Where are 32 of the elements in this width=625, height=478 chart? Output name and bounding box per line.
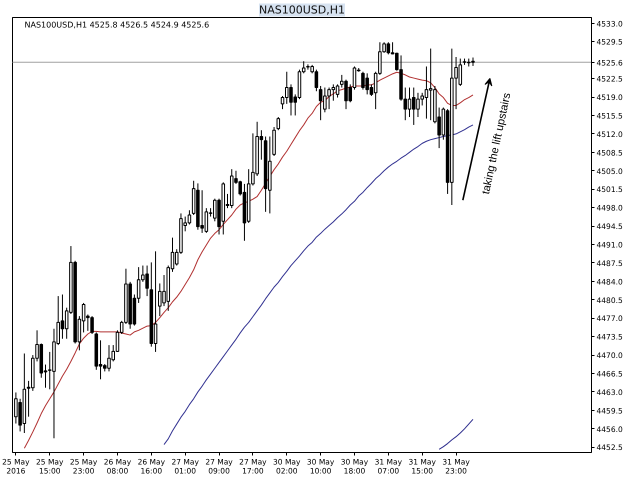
candlestick: [458, 58, 462, 86]
text: taking the lift upstairs: [480, 91, 514, 196]
line-series: [438, 418, 474, 450]
candlestick: [90, 316, 94, 335]
candlestick: [365, 72, 369, 95]
candlestick: [276, 116, 280, 131]
candlestick: [344, 79, 348, 110]
candlestick: [424, 66, 428, 120]
candlestick: [336, 84, 340, 98]
candlestick: [332, 84, 336, 102]
candlestick: [323, 87, 327, 113]
candlestick: [416, 92, 420, 118]
candlestick: [158, 282, 162, 317]
candlestick: [107, 344, 111, 372]
candlestick: [318, 85, 322, 121]
candlestick: [284, 71, 289, 104]
candlestick: [327, 87, 331, 110]
candlestick: [154, 250, 158, 352]
candlestick: [412, 87, 416, 126]
candlestick: [145, 265, 149, 297]
candlestick: [200, 190, 204, 234]
candlestick: [361, 71, 365, 90]
candlestick: [408, 87, 412, 118]
candlestick: [386, 42, 390, 55]
candlestick: [314, 69, 318, 92]
candlestick: [428, 48, 432, 121]
chart-title: NAS100USD,H1: [259, 4, 346, 16]
line-series: [164, 124, 474, 446]
candlestick: [188, 210, 192, 225]
candlestick: [204, 208, 208, 234]
candlestick: [420, 92, 424, 106]
chart-subtitle: NAS100USD,H1 4525.8 4526.5 4524.9 4525.6: [24, 20, 210, 30]
